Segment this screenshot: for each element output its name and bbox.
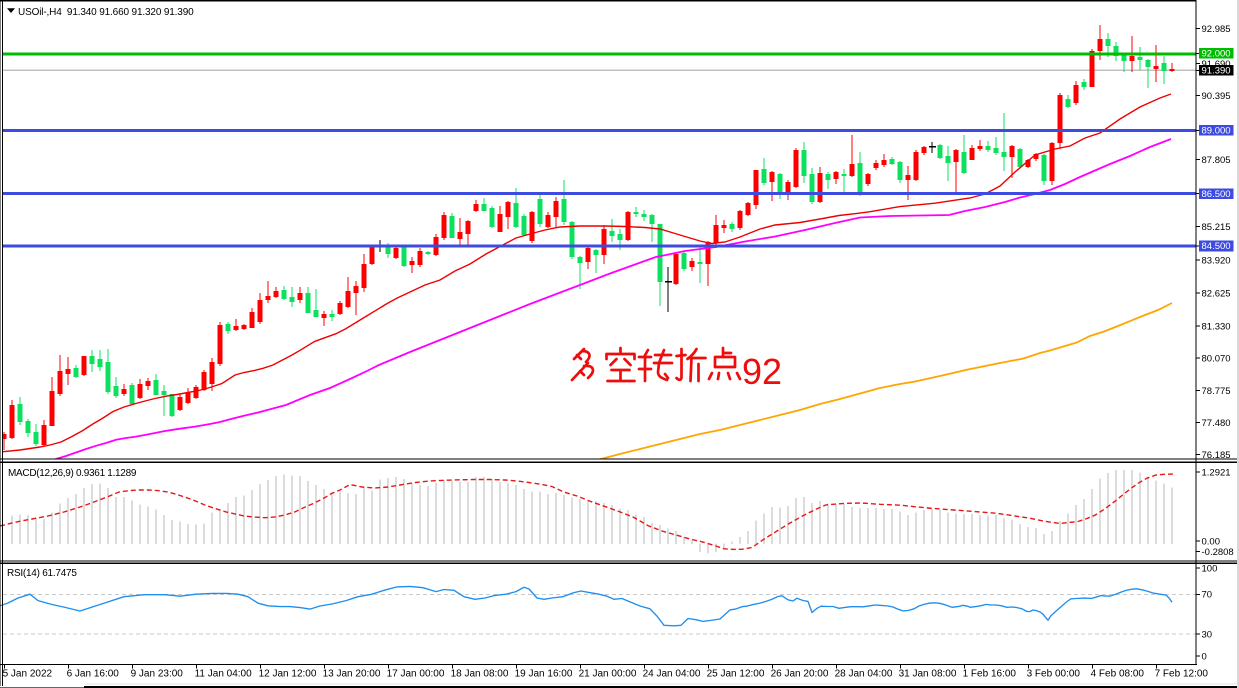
svg-text:28 Jan 04:00: 28 Jan 04:00 (835, 669, 893, 680)
svg-text:21 Jan 00:00: 21 Jan 00:00 (579, 669, 637, 680)
svg-text:26 Jan 20:00: 26 Jan 20:00 (771, 669, 829, 680)
svg-text:0: 0 (1202, 651, 1207, 662)
svg-text:13 Jan 20:00: 13 Jan 20:00 (323, 669, 381, 680)
svg-text:MACD(12,26,9) 0.9361 1.1289: MACD(12,26,9) 0.9361 1.1289 (8, 468, 137, 479)
svg-text:24 Jan 04:00: 24 Jan 04:00 (643, 669, 701, 680)
svg-text:90.395: 90.395 (1202, 91, 1231, 102)
svg-text:USOil-,H4 91.340 91.660 91.32: USOil-,H4 91.340 91.660 91.320 91.390 (18, 7, 194, 18)
svg-text:81.330: 81.330 (1202, 321, 1231, 332)
svg-text:92.000: 92.000 (1202, 49, 1231, 60)
svg-text:1.2921: 1.2921 (1202, 467, 1231, 478)
svg-text:83.920: 83.920 (1202, 255, 1231, 266)
svg-text:0.00: 0.00 (1202, 536, 1221, 547)
svg-text:76.185: 76.185 (1202, 450, 1231, 461)
svg-text:17 Jan 00:00: 17 Jan 00:00 (387, 669, 445, 680)
svg-text:RSI(14) 61.7475: RSI(14) 61.7475 (7, 568, 77, 579)
svg-text:1 Feb 16:00: 1 Feb 16:00 (963, 669, 1017, 680)
svg-text:19 Jan 16:00: 19 Jan 16:00 (515, 669, 573, 680)
svg-text:100: 100 (1202, 563, 1218, 574)
svg-text:7 Feb 12:00: 7 Feb 12:00 (1155, 669, 1209, 680)
svg-text:82.625: 82.625 (1202, 288, 1231, 299)
svg-text:4 Feb 08:00: 4 Feb 08:00 (1091, 669, 1145, 680)
svg-text:12 Jan 12:00: 12 Jan 12:00 (259, 669, 317, 680)
svg-text:77.480: 77.480 (1202, 418, 1231, 429)
svg-text:85.215: 85.215 (1202, 222, 1231, 233)
svg-text:89.000: 89.000 (1202, 126, 1231, 137)
svg-text:87.805: 87.805 (1202, 155, 1231, 166)
svg-text:11 Jan 04:00: 11 Jan 04:00 (195, 669, 253, 680)
svg-text:91.390: 91.390 (1202, 66, 1231, 77)
svg-text:9 Jan 23:00: 9 Jan 23:00 (131, 669, 184, 680)
svg-text:92.985: 92.985 (1202, 24, 1231, 35)
svg-text:6 Jan 16:00: 6 Jan 16:00 (67, 669, 120, 680)
svg-text:80.070: 80.070 (1202, 353, 1231, 364)
svg-text:91.690: 91.690 (1202, 59, 1231, 70)
svg-text:25 Jan 12:00: 25 Jan 12:00 (707, 669, 765, 680)
svg-text:86.500: 86.500 (1202, 189, 1231, 200)
svg-text:-0.2808: -0.2808 (1202, 547, 1234, 558)
svg-text:70: 70 (1202, 590, 1213, 601)
svg-text:31 Jan 08:00: 31 Jan 08:00 (899, 669, 957, 680)
svg-text:3 Feb 00:00: 3 Feb 00:00 (1027, 669, 1081, 680)
svg-text:30: 30 (1202, 629, 1213, 640)
svg-text:92: 92 (742, 351, 782, 392)
svg-text:18 Jan 08:00: 18 Jan 08:00 (451, 669, 509, 680)
svg-text:5 Jan 2022: 5 Jan 2022 (3, 669, 53, 680)
svg-text:78.775: 78.775 (1202, 386, 1231, 397)
svg-text:84.500: 84.500 (1202, 241, 1231, 252)
